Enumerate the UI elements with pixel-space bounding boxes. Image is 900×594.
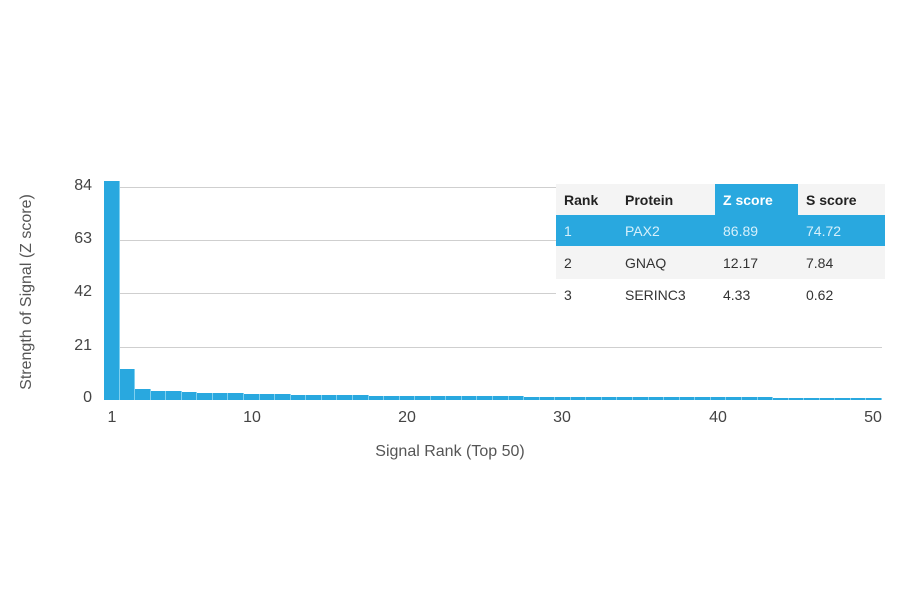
cell-protein: SERINC3 bbox=[625, 286, 686, 303]
gridline-84 bbox=[104, 187, 882, 188]
y-axis-label: Strength of Signal (Z score) bbox=[18, 194, 35, 390]
x-tick: 30 bbox=[553, 409, 571, 426]
x-tick: 1 bbox=[107, 409, 117, 426]
bar-rank-14 bbox=[306, 394, 322, 400]
cell-s-score: 7.84 bbox=[806, 254, 834, 271]
bar-rank-19 bbox=[384, 395, 400, 400]
bar-rank-34 bbox=[617, 396, 634, 400]
bar-rank-32 bbox=[586, 396, 602, 400]
bar-rank-48 bbox=[835, 397, 851, 400]
bar-rank-35 bbox=[633, 397, 649, 400]
bar-rank-2 bbox=[119, 369, 136, 400]
cell-z-score: 86.89 bbox=[723, 222, 759, 239]
y-tick: 21 bbox=[74, 337, 92, 354]
bar-rank-4 bbox=[150, 390, 167, 400]
bar-rank-42 bbox=[741, 397, 758, 400]
y-tick: 63 bbox=[74, 230, 92, 247]
table-row: 2 GNAQ 12.17 7.84 bbox=[556, 246, 885, 279]
bar-rank-30 bbox=[555, 396, 571, 400]
bar-rank-29 bbox=[539, 396, 556, 400]
bar-rank-37 bbox=[664, 397, 680, 400]
bar-rank-8 bbox=[212, 393, 229, 400]
bar-rank-41 bbox=[726, 397, 742, 400]
header-rank: Rank bbox=[564, 191, 599, 208]
bar-rank-40 bbox=[710, 397, 727, 400]
bar-rank-39 bbox=[695, 397, 711, 400]
cell-s-score: 74.72 bbox=[806, 222, 842, 239]
table-row: 1 PAX2 86.89 74.72 bbox=[556, 215, 885, 246]
bar-rank-46 bbox=[804, 397, 820, 400]
bar-rank-24 bbox=[461, 396, 478, 400]
top-proteins-table: Rank Protein Z score S score 1 PAX2 86.8… bbox=[556, 184, 885, 310]
table-row: 3 SERINC3 4.33 0.62 bbox=[556, 279, 885, 310]
bar-plot-area bbox=[104, 150, 882, 400]
bar-rank-38 bbox=[679, 397, 696, 400]
bar-rank-22 bbox=[430, 396, 447, 400]
bar-rank-36 bbox=[648, 397, 665, 400]
header-protein: Protein bbox=[625, 191, 674, 208]
cell-z-score: 4.33 bbox=[723, 286, 751, 303]
bar-rank-21 bbox=[415, 395, 431, 400]
gridline-21 bbox=[104, 347, 882, 348]
x-tick: 40 bbox=[709, 409, 727, 426]
bar-rank-11 bbox=[259, 393, 276, 400]
x-axis-label: Signal Rank (Top 50) bbox=[375, 443, 525, 460]
bar-rank-45 bbox=[788, 397, 805, 400]
bar-rank-16 bbox=[337, 395, 353, 400]
bar-rank-50 bbox=[866, 397, 882, 400]
header-z-score: Z score bbox=[715, 184, 798, 215]
y-tick: 0 bbox=[83, 389, 92, 406]
x-tick: 50 bbox=[864, 409, 882, 426]
bar-rank-15 bbox=[321, 395, 338, 400]
cell-protein: PAX2 bbox=[625, 222, 660, 239]
bar-rank-7 bbox=[197, 392, 213, 400]
bar-rank-6 bbox=[181, 392, 198, 400]
gridline-63 bbox=[104, 240, 882, 241]
bar-rank-49 bbox=[850, 397, 867, 400]
bar-rank-5 bbox=[166, 391, 182, 400]
bar-rank-20 bbox=[399, 395, 416, 400]
gridline-42 bbox=[104, 293, 882, 294]
bar-rank-13 bbox=[290, 394, 307, 400]
bar-rank-31 bbox=[570, 396, 587, 400]
bar-rank-28 bbox=[524, 396, 540, 400]
bar-rank-33 bbox=[601, 396, 618, 400]
x-tick: 20 bbox=[398, 409, 416, 426]
y-tick: 42 bbox=[74, 283, 92, 300]
bar-rank-25 bbox=[477, 396, 493, 400]
cell-rank: 2 bbox=[564, 254, 572, 271]
bar-rank-47 bbox=[819, 397, 836, 400]
bar-rank-44 bbox=[773, 397, 789, 400]
bar-rank-9 bbox=[228, 393, 245, 400]
bar-rank-26 bbox=[493, 396, 509, 400]
cell-s-score: 0.62 bbox=[806, 286, 834, 303]
cell-protein: GNAQ bbox=[625, 254, 667, 271]
bar-rank-1 bbox=[104, 181, 120, 400]
table-header-row: Rank Protein Z score S score bbox=[556, 184, 885, 215]
header-s-score: S score bbox=[806, 191, 857, 208]
bar-rank-3 bbox=[135, 389, 151, 400]
bar-rank-18 bbox=[368, 395, 385, 400]
bar-rank-43 bbox=[757, 397, 774, 400]
bar-rank-17 bbox=[352, 395, 369, 400]
cell-rank: 3 bbox=[564, 286, 572, 303]
cell-rank: 1 bbox=[564, 222, 572, 239]
bar-rank-10 bbox=[244, 393, 260, 400]
cell-z-score: 12.17 bbox=[723, 254, 759, 271]
bar-rank-23 bbox=[446, 396, 462, 400]
x-tick: 10 bbox=[243, 409, 261, 426]
y-tick: 84 bbox=[74, 177, 92, 194]
bar-rank-27 bbox=[508, 396, 525, 400]
bar-rank-12 bbox=[275, 394, 291, 400]
